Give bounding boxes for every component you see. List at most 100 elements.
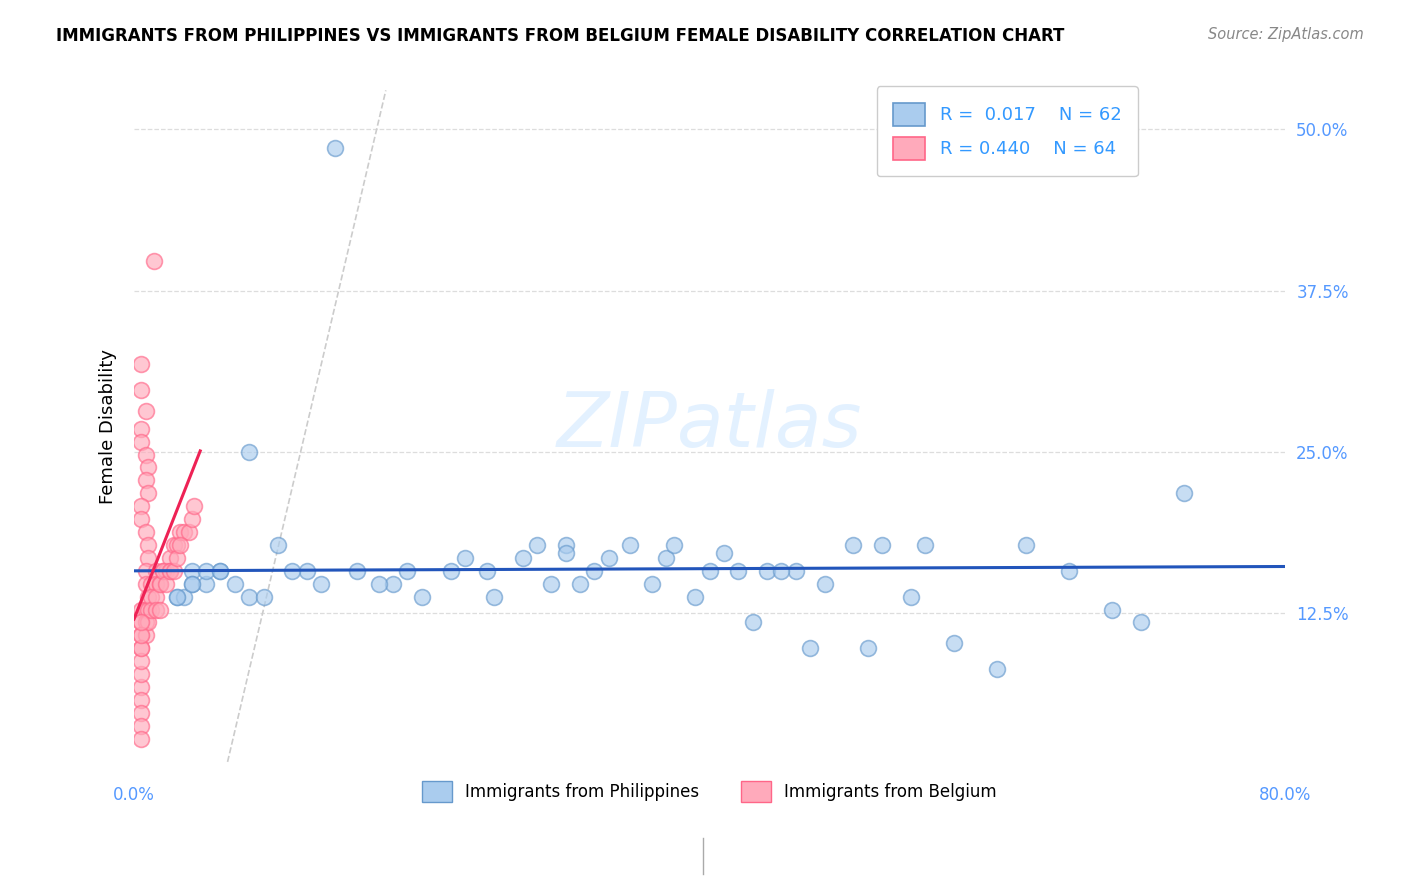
- Point: [856, 641, 879, 656]
- Point: [209, 564, 232, 578]
- Point: [138, 590, 160, 604]
- Point: [129, 641, 152, 656]
- Point: [129, 357, 152, 371]
- Point: [169, 538, 191, 552]
- Point: [183, 499, 205, 513]
- Text: ZIPatlas: ZIPatlas: [557, 389, 862, 463]
- Point: [699, 564, 721, 578]
- Point: [238, 445, 260, 459]
- Point: [141, 602, 163, 616]
- Point: [129, 602, 152, 616]
- Point: [224, 576, 246, 591]
- Point: [683, 590, 706, 604]
- Point: [135, 615, 157, 630]
- Point: [129, 422, 152, 436]
- Point: [159, 564, 181, 578]
- Point: [569, 576, 592, 591]
- Point: [396, 564, 419, 578]
- Point: [785, 564, 807, 578]
- Point: [129, 615, 152, 630]
- Point: [135, 448, 157, 462]
- Text: Source: ZipAtlas.com: Source: ZipAtlas.com: [1208, 27, 1364, 42]
- Point: [842, 538, 865, 552]
- Point: [129, 680, 152, 694]
- Point: [135, 576, 157, 591]
- Point: [814, 576, 837, 591]
- Point: [382, 576, 405, 591]
- Point: [367, 576, 389, 591]
- Point: [129, 641, 152, 656]
- Point: [129, 667, 152, 681]
- Point: [454, 550, 477, 565]
- Point: [129, 706, 152, 720]
- Point: [799, 641, 821, 656]
- Point: [145, 602, 167, 616]
- Point: [149, 576, 172, 591]
- Point: [145, 590, 167, 604]
- Point: [252, 590, 274, 604]
- Point: [129, 512, 152, 526]
- Point: [129, 383, 152, 397]
- Point: [1173, 486, 1195, 500]
- Point: [194, 576, 217, 591]
- Point: [129, 719, 152, 733]
- Y-axis label: Female Disability: Female Disability: [100, 349, 117, 504]
- Point: [900, 590, 922, 604]
- Point: [619, 538, 641, 552]
- Point: [152, 564, 174, 578]
- Point: [135, 403, 157, 417]
- Point: [138, 538, 160, 552]
- Point: [173, 524, 195, 539]
- Point: [554, 538, 576, 552]
- Point: [163, 564, 186, 578]
- Point: [756, 564, 779, 578]
- Point: [482, 590, 505, 604]
- Point: [526, 538, 548, 552]
- Text: IMMIGRANTS FROM PHILIPPINES VS IMMIGRANTS FROM BELGIUM FEMALE DISABILITY CORRELA: IMMIGRANTS FROM PHILIPPINES VS IMMIGRANT…: [56, 27, 1064, 45]
- Point: [129, 499, 152, 513]
- Point: [129, 628, 152, 642]
- Point: [155, 576, 177, 591]
- Point: [1057, 564, 1080, 578]
- Point: [741, 615, 763, 630]
- Point: [641, 576, 664, 591]
- Point: [475, 564, 498, 578]
- Point: [141, 576, 163, 591]
- Point: [129, 434, 152, 449]
- Point: [141, 590, 163, 604]
- Point: [135, 474, 157, 488]
- Point: [159, 550, 181, 565]
- Point: [512, 550, 534, 565]
- Point: [713, 546, 735, 560]
- Point: [129, 615, 152, 630]
- Point: [295, 564, 318, 578]
- Point: [986, 662, 1008, 676]
- Point: [180, 564, 202, 578]
- Point: [129, 654, 152, 668]
- Point: [143, 253, 166, 268]
- Point: [173, 590, 195, 604]
- Point: [655, 550, 678, 565]
- Point: [325, 141, 347, 155]
- Point: [138, 550, 160, 565]
- Point: [138, 486, 160, 500]
- Point: [180, 512, 202, 526]
- Point: [180, 576, 202, 591]
- Point: [267, 538, 290, 552]
- Point: [1015, 538, 1038, 552]
- Point: [145, 564, 167, 578]
- Point: [281, 564, 304, 578]
- Point: [238, 590, 260, 604]
- Point: [129, 731, 152, 746]
- Point: [129, 628, 152, 642]
- Point: [159, 564, 181, 578]
- Point: [554, 546, 576, 560]
- Point: [152, 564, 174, 578]
- Point: [870, 538, 893, 552]
- Point: [770, 564, 793, 578]
- Point: [662, 538, 685, 552]
- Point: [439, 564, 461, 578]
- Point: [177, 524, 200, 539]
- Point: [166, 590, 188, 604]
- Point: [166, 590, 188, 604]
